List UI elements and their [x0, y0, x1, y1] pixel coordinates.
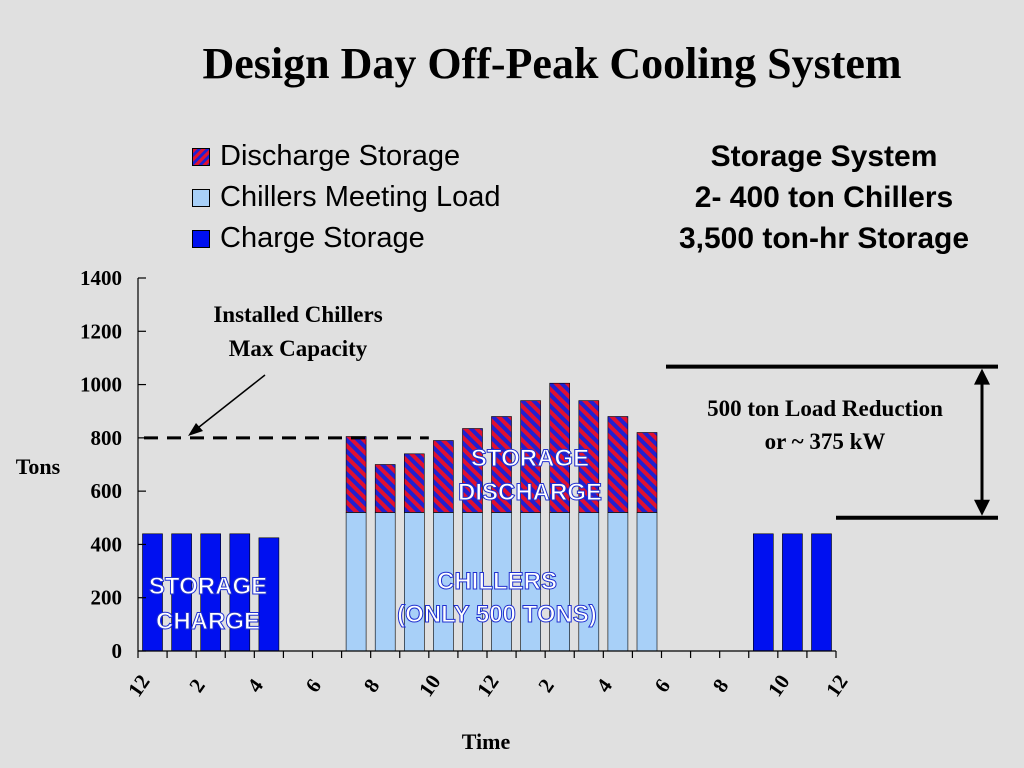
installed-label-line1: Installed Chillers: [213, 302, 382, 327]
chart-title: Design Day Off-Peak Cooling System: [202, 39, 902, 88]
legend-item-chillers: Chillers Meeting Load: [192, 177, 500, 218]
load-reduction-label-line2: or ~ 375 kW: [765, 429, 886, 454]
bar-discharge-hour-7: [345, 436, 367, 513]
x-tick-label: 10: [763, 670, 795, 701]
x-tick-label: 12: [472, 670, 504, 701]
bar-chillers-hour-9: [403, 512, 425, 652]
y-tick-label: 1200: [80, 319, 122, 343]
y-axis-title: Tons: [16, 454, 61, 479]
bar-chillers-hour-7: [345, 512, 367, 652]
storage-system-heading: Storage System: [710, 140, 938, 173]
storage-system-chillers: 2- 400 ton Chillers: [694, 181, 954, 214]
bar-discharge-hour-10: [433, 440, 454, 513]
storage-system-info: Storage System 2- 400 ton Chillers 3,500…: [648, 136, 1000, 259]
x-tick-label: 4: [242, 674, 268, 697]
axes-layer: 0 200 400 600 800 1000 1200 1400 12 2 4 6 8 10 12 2 4 6 8 1…: [80, 266, 853, 701]
bar-chillers-hour-8: [374, 512, 396, 652]
legend-item-charge: Charge Storage: [192, 218, 500, 259]
storage-system-capacity: 3,500 ton-hr Storage: [678, 222, 970, 255]
bar-discharge-hour-15: [578, 400, 600, 513]
overlay-chillers-line1: CHILLERS: [437, 568, 557, 595]
installed-label-line2: Max Capacity: [229, 336, 368, 361]
y-tick-label: 800: [91, 426, 123, 450]
bar-charge-hour-23: [811, 533, 832, 652]
legend-swatch-charge: [192, 229, 210, 248]
x-tick-label: 8: [359, 674, 385, 696]
bar-discharge-hour-11: [462, 428, 483, 513]
overlay-chillers-line2: (ONLY 500 TONS): [397, 601, 597, 628]
y-tick-label: 0: [112, 639, 123, 663]
bar-discharge-hour-17: [636, 432, 658, 513]
legend-item-discharge: Discharge Storage: [192, 136, 500, 177]
load-reduction-label-line1: 500 ton Load Reduction: [707, 396, 943, 421]
load-reduction-arrowhead-down: [974, 499, 990, 516]
bar-chillers-hour-16: [607, 512, 629, 652]
y-tick-label: 600: [91, 479, 123, 503]
bar-charge-hour-21: [752, 533, 774, 652]
x-tick-label: 12: [821, 670, 853, 701]
bar-discharge-hour-9: [403, 453, 425, 513]
overlay-storage-charge-line1: STORAGE: [149, 573, 267, 600]
legend-label-chillers: Chillers Meeting Load: [220, 181, 501, 213]
x-tick-label: 6: [300, 674, 326, 696]
bar-discharge-hour-16: [607, 416, 629, 513]
x-tick-label: 6: [649, 674, 675, 696]
bar-chillers-hour-17: [636, 512, 658, 652]
legend-swatch-discharge: [192, 147, 210, 166]
x-tick-label: 8: [708, 674, 734, 696]
bar-discharge-hour-12: [491, 416, 512, 513]
overlay-storage-discharge-line2: DISCHARGE: [458, 479, 602, 506]
load-reduction-arrowhead-up: [974, 368, 990, 385]
overlay-storage-charge-line2: CHARGE: [156, 608, 260, 635]
y-tick-label: 1000: [80, 373, 122, 397]
overlay-storage-discharge-line1: STORAGE: [471, 445, 589, 472]
legend: Discharge Storage Chillers Meeting Load …: [192, 136, 500, 259]
x-tick-label: 2: [533, 674, 559, 696]
bar-chillers-hour-15: [578, 512, 600, 652]
x-axis-title: Time: [462, 729, 511, 754]
bars-layer: [142, 382, 832, 652]
legend-label-discharge: Discharge Storage: [220, 140, 461, 172]
x-tick-label: 10: [414, 670, 446, 701]
bar-discharge-hour-8: [374, 464, 396, 513]
installed-pointer-arrowhead: [188, 423, 203, 436]
bar-discharge-hour-13: [520, 400, 541, 513]
legend-swatch-chillers: [192, 188, 210, 207]
y-tick-label: 200: [91, 586, 123, 610]
y-tick-label: 1400: [80, 266, 122, 290]
x-tick-label: 4: [591, 674, 617, 697]
x-tick-label: 2: [184, 674, 210, 696]
legend-label-charge: Charge Storage: [220, 222, 425, 254]
x-tick-label: 12: [123, 670, 155, 701]
y-tick-label: 400: [91, 532, 123, 556]
installed-pointer-arrow: [193, 374, 266, 432]
bar-charge-hour-22: [782, 533, 803, 652]
bar-discharge-hour-14: [549, 382, 571, 513]
